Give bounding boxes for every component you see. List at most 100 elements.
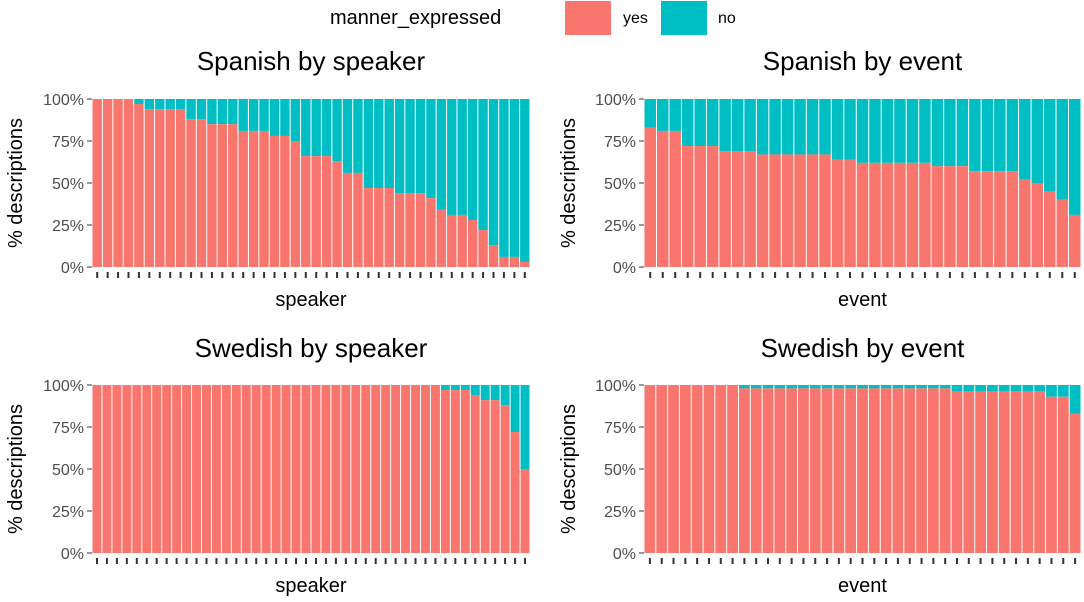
bar-no (756, 99, 769, 155)
bar-yes (786, 388, 798, 553)
bar-yes (92, 385, 102, 553)
legend-label-no: no (718, 10, 736, 27)
y-tick-label: 0% (61, 260, 84, 277)
bar-no (868, 385, 880, 389)
bar-yes (460, 390, 470, 553)
bar-yes (963, 391, 975, 553)
bar-yes (894, 162, 906, 267)
bar-no (450, 385, 460, 391)
bar-yes (845, 388, 857, 553)
y-axis-title: % descriptions (5, 118, 27, 248)
bar-no (998, 385, 1010, 392)
bar-no (374, 99, 384, 189)
bar-yes (259, 130, 269, 267)
bar-no (353, 99, 363, 173)
bar-no (457, 99, 467, 215)
bar-no (394, 99, 405, 194)
bar-no (969, 99, 981, 172)
bar-no (894, 99, 906, 163)
y-tick-label: 0% (613, 260, 636, 277)
bar-no (781, 99, 794, 155)
bar-yes (669, 130, 681, 267)
bar-yes (415, 193, 426, 267)
bar-no (500, 385, 510, 406)
bar-yes (520, 261, 530, 267)
bar-yes (831, 159, 844, 267)
bar-yes (221, 385, 231, 553)
bar-yes (447, 214, 457, 267)
bar-yes (869, 162, 881, 267)
bar-yes (102, 99, 113, 267)
bar-yes (311, 156, 321, 267)
bar-no (1057, 385, 1069, 397)
y-tick-label: 25% (52, 218, 84, 235)
bar-yes (821, 388, 833, 553)
panel-title: Swedish by event (761, 333, 966, 363)
bar-yes (162, 385, 172, 553)
bar-yes (470, 395, 480, 553)
bar-yes (291, 385, 301, 553)
y-tick-label: 100% (43, 378, 84, 395)
bar-yes (806, 154, 819, 267)
bar-no (731, 99, 744, 152)
bar-no (994, 99, 1006, 172)
bar-yes (750, 388, 762, 553)
bar-yes (939, 388, 951, 553)
legend: manner_expressed yes no (330, 1, 736, 35)
bar-no (269, 99, 280, 136)
y-tick-label: 50% (52, 176, 84, 193)
bar-yes (241, 385, 251, 553)
bar-no (467, 99, 478, 220)
bar-yes (251, 385, 261, 553)
bar-yes (102, 385, 112, 553)
bar-yes (311, 385, 321, 553)
bar-no (490, 385, 500, 401)
bar-yes (762, 388, 774, 553)
bar-yes (916, 388, 927, 553)
bar-yes (321, 385, 331, 553)
bar-no (744, 99, 756, 152)
panel-2: Spanish by event 0% 25% 50% 75% 100% event % de… (558, 46, 1081, 311)
bar-yes (381, 385, 391, 553)
bar-yes (182, 385, 192, 553)
bar-yes (394, 193, 405, 267)
bar-yes (341, 385, 351, 553)
bar-yes (361, 385, 371, 553)
legend-swatch-yes (565, 1, 611, 35)
bar-yes (457, 214, 467, 267)
bar-yes (144, 109, 155, 267)
bar-yes (931, 166, 944, 267)
bar-no (821, 385, 833, 389)
bar-no (280, 99, 290, 136)
bar-yes (719, 151, 731, 267)
bar-yes (951, 391, 963, 553)
bar-no (956, 99, 969, 167)
bar-no (415, 99, 426, 194)
bar-no (259, 99, 269, 131)
bar-no (480, 385, 490, 401)
bar-yes (520, 469, 530, 553)
bar-no (248, 99, 259, 131)
bar-yes (956, 166, 969, 267)
y-tick-label: 0% (61, 546, 84, 563)
bar-no (963, 385, 975, 392)
bar-yes (405, 193, 415, 267)
bar-yes (1056, 199, 1069, 267)
bar-no (880, 385, 892, 389)
x-axis-title: event (838, 289, 887, 311)
bar-yes (1044, 191, 1056, 267)
bar-yes (906, 162, 919, 267)
bar-no (426, 99, 436, 199)
bar-yes (196, 119, 207, 267)
bar-yes (281, 385, 291, 553)
bar-no (342, 99, 353, 173)
bar-no (706, 99, 719, 147)
bar-no (1044, 99, 1056, 192)
bar-yes (450, 390, 460, 553)
bar-no (981, 99, 994, 172)
bar-yes (192, 385, 201, 553)
x-axis-title: event (838, 575, 887, 597)
bar-no (1034, 385, 1046, 392)
bar-yes (490, 400, 500, 553)
bar-yes (880, 388, 892, 553)
